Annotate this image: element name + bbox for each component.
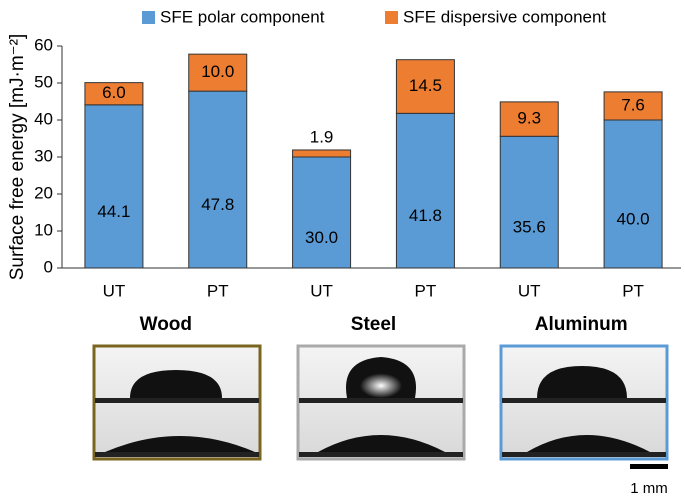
x-tick-label: UT [103, 281, 126, 300]
x-tick-label: PT [622, 281, 644, 300]
bar-segment [188, 90, 248, 269]
value-label: 35.6 [513, 218, 546, 237]
bar-segment [188, 53, 248, 92]
value-label: 47.8 [201, 195, 234, 214]
x-tick-label: UT [518, 281, 541, 300]
group-label: Aluminum [535, 314, 628, 335]
substrate [299, 452, 463, 457]
legend-label: SFE dispersive component [403, 7, 606, 26]
group-label: Wood [140, 314, 192, 335]
value-label: 10.0 [201, 62, 234, 81]
bar-segment [292, 156, 352, 269]
droplet [105, 436, 255, 452]
legend-swatch [142, 11, 155, 24]
droplet [318, 435, 445, 452]
substrate [299, 398, 463, 403]
substrate [95, 452, 259, 457]
bar-segment [395, 59, 455, 114]
scale-bar [630, 464, 668, 469]
substrate [502, 398, 666, 403]
x-tick-label: PT [207, 281, 229, 300]
scale-bar-label: 1 mm [630, 480, 668, 497]
y-tick-label: 0 [44, 257, 53, 276]
value-label: 14.5 [409, 76, 442, 95]
droplet [527, 435, 650, 452]
legend-swatch [385, 11, 398, 24]
x-tick-label: PT [415, 281, 437, 300]
y-tick-label: 20 [34, 183, 53, 202]
value-label: 7.6 [621, 95, 645, 114]
value-label: 30.0 [305, 228, 338, 247]
bar-segment [84, 82, 144, 106]
y-tick-label: 60 [34, 35, 53, 54]
y-tick-label: 30 [34, 146, 53, 165]
bar-segment [603, 119, 663, 269]
group-label: Steel [351, 314, 396, 335]
substrate [502, 452, 666, 457]
bar-segment [395, 112, 455, 269]
droplet [345, 357, 417, 398]
value-label: 9.3 [517, 109, 541, 128]
photos [92, 344, 669, 469]
droplet [130, 370, 222, 398]
value-label: 44.1 [97, 202, 130, 221]
bar-segment [499, 101, 559, 137]
droplet [537, 366, 627, 398]
x-tick-label: UT [310, 281, 333, 300]
legend-label: SFE polar component [160, 7, 325, 26]
bar-segment [603, 91, 663, 121]
value-label: 40.0 [617, 209, 650, 228]
bar-segment [292, 149, 352, 158]
bar-segment [84, 104, 144, 269]
value-label: 6.0 [102, 83, 126, 102]
value-label: 41.8 [409, 206, 442, 225]
y-axis-label: Surface free energy [mJ·m⁻²] [7, 34, 28, 281]
bar-segment [499, 135, 559, 269]
substrate [95, 398, 259, 403]
y-tick-label: 50 [34, 72, 53, 91]
value-label: 1.9 [310, 127, 334, 146]
y-tick-label: 40 [34, 109, 53, 128]
y-tick-label: 10 [34, 220, 53, 239]
